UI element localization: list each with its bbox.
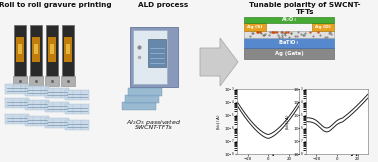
Text: N-type: N-type: [338, 147, 367, 156]
FancyBboxPatch shape: [66, 44, 70, 54]
Polygon shape: [200, 38, 238, 86]
FancyBboxPatch shape: [133, 30, 167, 84]
FancyBboxPatch shape: [45, 88, 69, 98]
FancyBboxPatch shape: [62, 25, 74, 77]
FancyBboxPatch shape: [25, 100, 49, 110]
FancyBboxPatch shape: [46, 25, 58, 77]
FancyBboxPatch shape: [32, 37, 40, 62]
FancyBboxPatch shape: [14, 25, 26, 77]
FancyBboxPatch shape: [65, 120, 89, 130]
FancyBboxPatch shape: [64, 37, 72, 62]
Y-axis label: $|I_{ds}|$ (A): $|I_{ds}|$ (A): [285, 113, 292, 130]
Text: Al$_2$O$_3$ passivated: Al$_2$O$_3$ passivated: [127, 118, 181, 127]
FancyBboxPatch shape: [244, 17, 334, 23]
Y-axis label: $|I_{ds}|$ (A): $|I_{ds}|$ (A): [216, 113, 223, 130]
FancyBboxPatch shape: [61, 76, 75, 86]
Text: Ag (Gate): Ag (Gate): [275, 51, 304, 56]
FancyBboxPatch shape: [45, 76, 59, 86]
FancyBboxPatch shape: [128, 88, 162, 96]
Text: Al$_2$O$_3$: Al$_2$O$_3$: [281, 16, 297, 24]
Text: ALD process: ALD process: [138, 2, 188, 8]
Text: Ag (S): Ag (S): [247, 25, 263, 29]
FancyBboxPatch shape: [48, 37, 56, 62]
FancyBboxPatch shape: [312, 23, 334, 31]
Text: Ag (D): Ag (D): [315, 25, 331, 29]
FancyBboxPatch shape: [16, 37, 24, 62]
FancyBboxPatch shape: [244, 31, 334, 38]
FancyBboxPatch shape: [5, 84, 29, 94]
FancyBboxPatch shape: [148, 39, 166, 67]
FancyBboxPatch shape: [30, 25, 42, 77]
FancyBboxPatch shape: [34, 44, 38, 54]
Text: Tunable polarity of SWCNT-
TFTs: Tunable polarity of SWCNT- TFTs: [249, 2, 361, 15]
Text: Ambipolar: Ambipolar: [251, 147, 295, 156]
FancyBboxPatch shape: [130, 27, 178, 87]
FancyBboxPatch shape: [50, 44, 54, 54]
FancyBboxPatch shape: [244, 48, 334, 59]
FancyBboxPatch shape: [244, 23, 266, 31]
FancyBboxPatch shape: [29, 76, 43, 86]
FancyBboxPatch shape: [25, 116, 49, 126]
FancyBboxPatch shape: [65, 104, 89, 114]
Text: BaTiO$_3$: BaTiO$_3$: [278, 39, 300, 47]
FancyBboxPatch shape: [25, 86, 49, 96]
FancyBboxPatch shape: [45, 102, 69, 112]
FancyBboxPatch shape: [13, 76, 27, 86]
FancyBboxPatch shape: [45, 118, 69, 128]
FancyBboxPatch shape: [18, 44, 22, 54]
FancyBboxPatch shape: [122, 102, 156, 110]
Text: Roll to roll gravure printing: Roll to roll gravure printing: [0, 2, 111, 8]
FancyBboxPatch shape: [125, 95, 159, 103]
Text: SWCNT-TFTs: SWCNT-TFTs: [135, 125, 173, 130]
FancyBboxPatch shape: [5, 98, 29, 108]
FancyBboxPatch shape: [244, 38, 334, 48]
FancyBboxPatch shape: [5, 114, 29, 124]
FancyBboxPatch shape: [65, 90, 89, 100]
